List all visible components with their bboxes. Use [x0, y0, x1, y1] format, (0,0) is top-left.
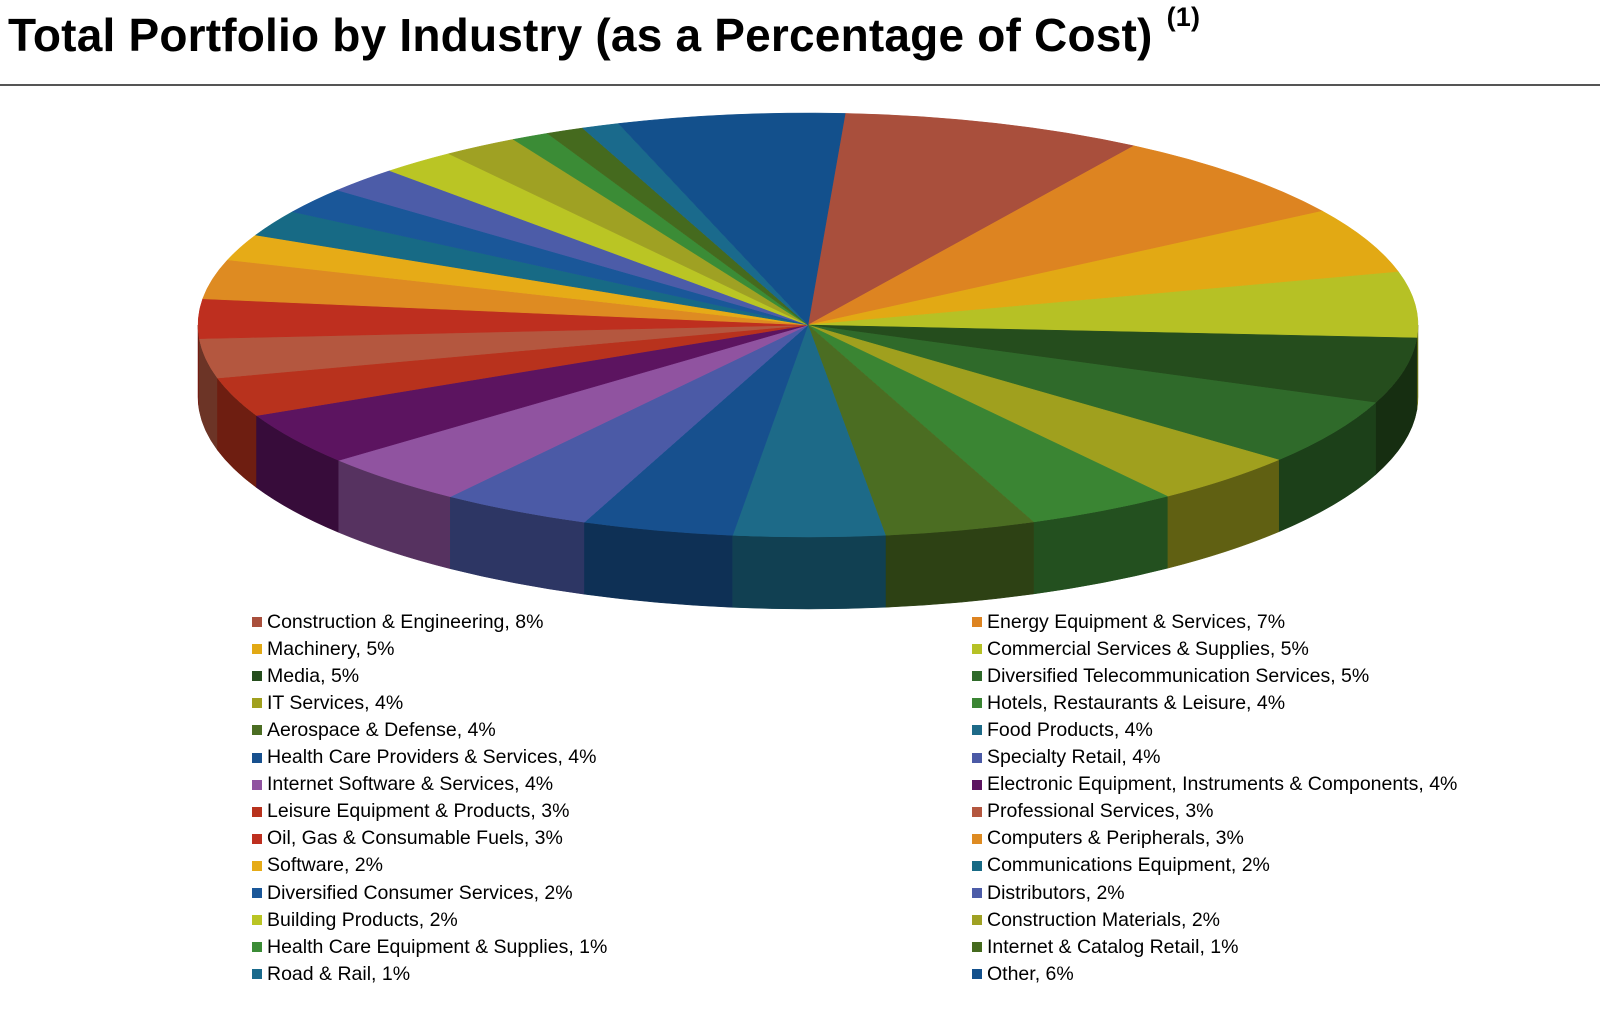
legend-item: Diversified Consumer Services, 2% [252, 880, 573, 906]
legend-label: Hotels, Restaurants & Leisure, 4% [987, 691, 1286, 714]
legend-swatch [252, 860, 262, 871]
pie-slice-side [885, 521, 1034, 608]
legend-item: Leisure Equipment & Products, 3% [252, 799, 569, 825]
legend-label: Food Products, 4% [987, 718, 1153, 741]
legend-swatch [972, 644, 982, 655]
legend-swatch [252, 779, 262, 790]
legend-label: Building Products, 2% [267, 908, 458, 931]
title-divider [0, 84, 1600, 86]
legend-item: Food Products, 4% [972, 717, 1153, 743]
legend-swatch [252, 806, 262, 817]
legend-swatch [252, 833, 262, 844]
legend-swatch [252, 915, 262, 926]
pie-slice [807, 324, 1377, 461]
legend-label: Health Care Providers & Services, 4% [267, 746, 597, 768]
legend-swatch [972, 617, 982, 627]
legend-label: Machinery, 5% [267, 637, 395, 660]
legend-label: Construction Materials, 2% [987, 908, 1221, 931]
legend-item: Building Products, 2% [252, 907, 458, 933]
legend-item: Energy Equipment & Services, 7% [972, 609, 1285, 635]
legend-label: Internet Software & Services, 4% [267, 773, 554, 796]
legend-label: Construction & Engineering, 8% [267, 610, 544, 633]
legend-item: Hotels, Restaurants & Leisure, 4% [972, 690, 1285, 716]
legend-label: Distributors, 2% [987, 881, 1125, 904]
page-title: Total Portfolio by Industry (as a Percen… [8, 2, 1200, 62]
pie-slice-side [732, 535, 886, 610]
legend-label: Health Care Equipment & Supplies, 1% [267, 935, 608, 958]
legend-item: Oil, Gas & Consumable Fuels, 3% [252, 826, 563, 852]
legend-item: Commercial Services & Supplies, 5% [972, 636, 1309, 662]
legend-label: Road & Rail, 1% [267, 962, 411, 985]
legend-label: IT Services, 4% [267, 691, 404, 714]
legend-label: Leisure Equipment & Products, 3% [267, 800, 570, 823]
legend-label: Other, 6% [987, 962, 1074, 985]
legend-swatch [972, 860, 982, 871]
legend-swatch [972, 915, 982, 926]
legend-label: Computers & Peripherals, 3% [987, 827, 1244, 850]
legend-label: Specialty Retail, 4% [987, 746, 1161, 768]
legend-label: Oil, Gas & Consumable Fuels, 3% [267, 827, 563, 850]
legend-label: Commercial Services & Supplies, 5% [987, 637, 1309, 660]
pie-slice [807, 210, 1400, 326]
pie-slice [807, 324, 1418, 403]
legend-label: Electronic Equipment, Instruments & Comp… [987, 773, 1458, 796]
legend-item: Software, 2% [252, 853, 383, 879]
legend-swatch [972, 942, 982, 953]
legend-swatch [972, 806, 982, 817]
legend-item: Electronic Equipment, Instruments & Comp… [972, 772, 1457, 798]
title-footnote-marker: (1) [1166, 2, 1201, 32]
pie-slice [617, 112, 846, 326]
legend-label: Diversified Consumer Services, 2% [267, 881, 573, 904]
legend-swatch [972, 888, 982, 898]
legend-swatch [252, 969, 262, 980]
legend-item: Machinery, 5% [252, 636, 395, 662]
legend-item: Construction Materials, 2% [972, 907, 1220, 933]
legend-swatch [252, 671, 262, 682]
legend-swatch [972, 725, 982, 736]
legend-label: Communications Equipment, 2% [987, 854, 1270, 877]
legend-item: IT Services, 4% [252, 690, 403, 716]
legend-swatch [972, 833, 982, 844]
legend-swatch [972, 671, 982, 682]
legend-item: Specialty Retail, 4% [972, 745, 1160, 771]
legend-item: Other, 6% [972, 961, 1074, 987]
legend-item: Road & Rail, 1% [252, 961, 410, 987]
pie-slice [807, 113, 1135, 326]
pie-slice [807, 145, 1324, 326]
legend-item: Distributors, 2% [972, 880, 1125, 906]
legend-item: Internet & Catalog Retail, 1% [972, 934, 1238, 960]
legend-swatch [252, 698, 262, 709]
pie-chart [197, 112, 1419, 610]
legend-swatch [972, 969, 982, 980]
legend-item: Health Care Providers & Services, 4% [252, 745, 596, 771]
legend-swatch [972, 752, 982, 763]
legend-item: Construction & Engineering, 8% [252, 609, 543, 635]
legend-swatch [252, 725, 262, 736]
legend-swatch [972, 698, 982, 709]
legend-swatch [252, 888, 262, 898]
legend-item: Aerospace & Defense, 4% [252, 717, 496, 743]
legend-label: Energy Equipment & Services, 7% [987, 610, 1286, 633]
legend-item: Media, 5% [252, 663, 359, 689]
legend-swatch [252, 617, 262, 627]
legend-swatch [252, 644, 262, 655]
pie-slice [807, 271, 1419, 339]
legend-label: Media, 5% [267, 664, 360, 687]
legend-label: Software, 2% [267, 854, 383, 877]
legend-swatch [252, 942, 262, 953]
legend-label: Aerospace & Defense, 4% [267, 718, 496, 741]
legend-swatch [972, 779, 982, 790]
legend-label: Diversified Telecommunication Services, … [987, 664, 1370, 687]
legend-item: Health Care Equipment & Supplies, 1% [252, 934, 607, 960]
legend-label: Professional Services, 3% [987, 800, 1214, 823]
legend-item: Internet Software & Services, 4% [252, 772, 553, 798]
pie-slice-side [584, 521, 733, 608]
legend-label: Internet & Catalog Retail, 1% [987, 935, 1239, 958]
legend-item: Communications Equipment, 2% [972, 853, 1270, 879]
legend-swatch [252, 752, 262, 763]
title-text: Total Portfolio by Industry (as a Percen… [8, 9, 1153, 61]
legend-item: Professional Services, 3% [972, 799, 1214, 825]
legend-item: Diversified Telecommunication Services, … [972, 663, 1369, 689]
legend-item: Computers & Peripherals, 3% [972, 826, 1244, 852]
